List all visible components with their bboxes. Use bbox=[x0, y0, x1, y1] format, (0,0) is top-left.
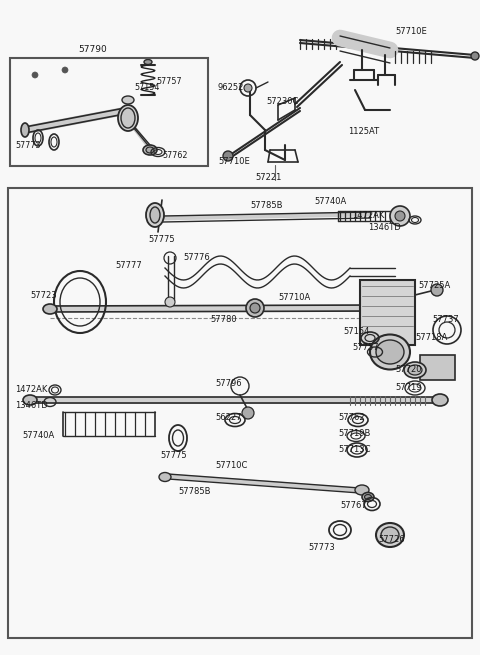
Text: 57719: 57719 bbox=[395, 383, 421, 392]
Text: 57710A: 57710A bbox=[278, 293, 310, 303]
Circle shape bbox=[390, 206, 410, 226]
Text: 57710E: 57710E bbox=[218, 157, 250, 166]
Text: 57718A: 57718A bbox=[415, 333, 447, 341]
Circle shape bbox=[223, 151, 233, 161]
Ellipse shape bbox=[143, 145, 157, 155]
Ellipse shape bbox=[21, 123, 29, 137]
Circle shape bbox=[246, 299, 264, 317]
Text: 57773: 57773 bbox=[15, 141, 40, 149]
Text: 1125AT: 1125AT bbox=[348, 128, 379, 136]
Text: 96252: 96252 bbox=[218, 83, 244, 92]
Text: 57723: 57723 bbox=[30, 291, 57, 299]
Text: 57737: 57737 bbox=[432, 316, 459, 324]
Circle shape bbox=[471, 52, 479, 60]
Ellipse shape bbox=[408, 365, 422, 375]
Ellipse shape bbox=[432, 394, 448, 406]
Ellipse shape bbox=[159, 472, 171, 481]
Ellipse shape bbox=[376, 340, 404, 364]
Ellipse shape bbox=[118, 105, 138, 131]
Text: 57710E: 57710E bbox=[395, 28, 427, 37]
Text: 57762: 57762 bbox=[162, 151, 188, 160]
Ellipse shape bbox=[23, 395, 37, 405]
Text: 57777: 57777 bbox=[115, 261, 142, 269]
Ellipse shape bbox=[146, 203, 164, 227]
Ellipse shape bbox=[43, 304, 57, 314]
Ellipse shape bbox=[122, 96, 134, 104]
Ellipse shape bbox=[355, 485, 369, 495]
Text: 57767: 57767 bbox=[340, 500, 367, 510]
Text: 57725A: 57725A bbox=[418, 280, 450, 290]
Ellipse shape bbox=[150, 207, 160, 223]
Circle shape bbox=[244, 84, 252, 92]
Circle shape bbox=[242, 407, 254, 419]
Bar bbox=[8, 188, 472, 638]
Text: 57785B: 57785B bbox=[178, 487, 211, 496]
Text: 57726: 57726 bbox=[378, 536, 405, 544]
Text: 1346TD: 1346TD bbox=[15, 400, 48, 409]
Ellipse shape bbox=[370, 335, 410, 369]
Circle shape bbox=[165, 297, 175, 307]
Text: 57775: 57775 bbox=[160, 451, 187, 460]
Text: 57785B: 57785B bbox=[250, 202, 283, 210]
Text: 57790: 57790 bbox=[78, 45, 107, 54]
Text: 57757: 57757 bbox=[156, 77, 181, 86]
Circle shape bbox=[32, 72, 38, 78]
Text: 57154: 57154 bbox=[134, 83, 159, 92]
Text: 57775: 57775 bbox=[148, 236, 175, 244]
Text: 57710C: 57710C bbox=[215, 460, 247, 470]
Circle shape bbox=[431, 284, 443, 296]
Text: 57776: 57776 bbox=[183, 253, 210, 263]
Text: 57757: 57757 bbox=[352, 343, 379, 352]
Ellipse shape bbox=[362, 493, 374, 502]
Ellipse shape bbox=[121, 108, 135, 128]
Text: 57713C: 57713C bbox=[338, 445, 371, 455]
Text: 57230C: 57230C bbox=[266, 98, 299, 107]
Text: 57773: 57773 bbox=[308, 544, 335, 553]
Text: 57221: 57221 bbox=[255, 174, 281, 183]
Bar bbox=[420, 355, 455, 380]
Text: 57740A: 57740A bbox=[22, 430, 54, 440]
Text: 57719B: 57719B bbox=[338, 430, 371, 438]
Text: 1472AK: 1472AK bbox=[15, 386, 48, 394]
Text: 57720: 57720 bbox=[395, 365, 421, 375]
Circle shape bbox=[250, 303, 260, 313]
Ellipse shape bbox=[404, 362, 426, 378]
Text: 57796: 57796 bbox=[215, 379, 241, 388]
Bar bbox=[10, 58, 208, 166]
Text: 1472AK: 1472AK bbox=[352, 210, 384, 219]
Ellipse shape bbox=[364, 495, 372, 500]
Text: 57780: 57780 bbox=[210, 316, 237, 324]
Ellipse shape bbox=[144, 60, 152, 64]
Text: 56227: 56227 bbox=[215, 413, 241, 422]
Text: 57740A: 57740A bbox=[314, 198, 346, 206]
Text: 57154: 57154 bbox=[343, 328, 370, 337]
Ellipse shape bbox=[146, 147, 154, 153]
Bar bbox=[360, 280, 415, 345]
Circle shape bbox=[395, 211, 405, 221]
Circle shape bbox=[62, 67, 68, 73]
Text: 57762: 57762 bbox=[338, 413, 365, 422]
Ellipse shape bbox=[376, 523, 404, 547]
Ellipse shape bbox=[381, 527, 399, 543]
Text: 1346TD: 1346TD bbox=[368, 223, 401, 231]
